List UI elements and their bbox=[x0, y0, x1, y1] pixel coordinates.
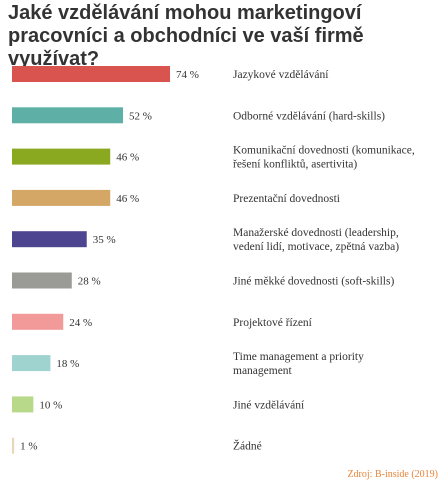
category-label-2: Odborné vzdělávání (hard-skills) bbox=[233, 110, 385, 122]
bar-10 bbox=[12, 437, 15, 454]
bar-5 bbox=[12, 231, 87, 248]
source-note: Zdroj: B-inside (2019) bbox=[347, 469, 438, 480]
chart-title: Jaké vzdělávání mohou marketingoví praco… bbox=[8, 2, 364, 70]
value-label-9: 10 % bbox=[39, 399, 62, 411]
bar-9 bbox=[12, 396, 34, 413]
bar-7 bbox=[12, 313, 64, 330]
category-label-3: Komunikační dovednosti (komunikace, řešen… bbox=[233, 145, 415, 171]
value-label-4: 46 % bbox=[116, 193, 139, 205]
bar-6 bbox=[12, 272, 72, 289]
value-label-10: 1 % bbox=[20, 441, 37, 453]
value-label-5: 35 % bbox=[93, 234, 116, 246]
category-label-6: Jiné měkké dovednosti (soft-skills) bbox=[233, 276, 394, 288]
category-label-8: Time management a priority management bbox=[233, 351, 364, 377]
category-label-10: Žádné bbox=[233, 439, 262, 453]
value-label-3: 46 % bbox=[116, 152, 139, 164]
value-label-8: 18 % bbox=[56, 358, 79, 370]
bar-3 bbox=[12, 148, 111, 165]
bar-chart: 74 % Jazykové vzdělávání 52 % Odborné vzděl… bbox=[12, 66, 415, 454]
category-label-1: Jazykové vzdělávání bbox=[233, 69, 329, 81]
value-label-1: 74 % bbox=[176, 69, 199, 81]
category-label-5: Manažerské dovednosti (leadership, vedení… bbox=[233, 227, 399, 253]
value-label-2: 52 % bbox=[129, 110, 152, 122]
value-label-6: 28 % bbox=[78, 276, 101, 288]
category-label-9: Jiné vzdělávání bbox=[233, 399, 305, 411]
value-label-7: 24 % bbox=[69, 317, 92, 329]
bar-8 bbox=[12, 355, 51, 372]
category-label-7: Projektové řízení bbox=[233, 317, 313, 329]
bar-4 bbox=[12, 189, 111, 206]
bar-2 bbox=[12, 107, 124, 124]
bar-1 bbox=[12, 66, 170, 82]
category-label-4: Prezentační dovednosti bbox=[233, 193, 340, 205]
